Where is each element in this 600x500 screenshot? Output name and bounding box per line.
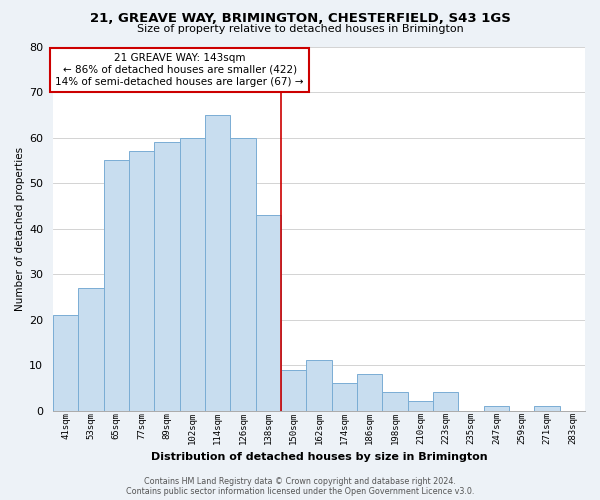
Text: 21 GREAVE WAY: 143sqm
← 86% of detached houses are smaller (422)
14% of semi-det: 21 GREAVE WAY: 143sqm ← 86% of detached … bbox=[55, 54, 304, 86]
Bar bbox=[382, 392, 407, 410]
Bar bbox=[230, 138, 256, 410]
Bar bbox=[79, 288, 104, 410]
Bar bbox=[53, 315, 79, 410]
Y-axis label: Number of detached properties: Number of detached properties bbox=[15, 146, 25, 310]
Bar bbox=[129, 151, 154, 410]
Text: Size of property relative to detached houses in Brimington: Size of property relative to detached ho… bbox=[137, 24, 463, 34]
Bar bbox=[104, 160, 129, 410]
Text: 21, GREAVE WAY, BRIMINGTON, CHESTERFIELD, S43 1GS: 21, GREAVE WAY, BRIMINGTON, CHESTERFIELD… bbox=[89, 12, 511, 26]
X-axis label: Distribution of detached houses by size in Brimington: Distribution of detached houses by size … bbox=[151, 452, 487, 462]
Bar bbox=[179, 138, 205, 410]
Bar bbox=[407, 402, 433, 410]
Bar bbox=[433, 392, 458, 410]
Bar bbox=[307, 360, 332, 410]
Bar bbox=[205, 115, 230, 410]
Bar bbox=[535, 406, 560, 410]
Text: Contains HM Land Registry data © Crown copyright and database right 2024.
Contai: Contains HM Land Registry data © Crown c… bbox=[126, 476, 474, 496]
Bar bbox=[332, 383, 357, 410]
Bar bbox=[256, 215, 281, 410]
Bar bbox=[484, 406, 509, 410]
Bar bbox=[281, 370, 307, 410]
Bar bbox=[154, 142, 179, 410]
Bar bbox=[357, 374, 382, 410]
